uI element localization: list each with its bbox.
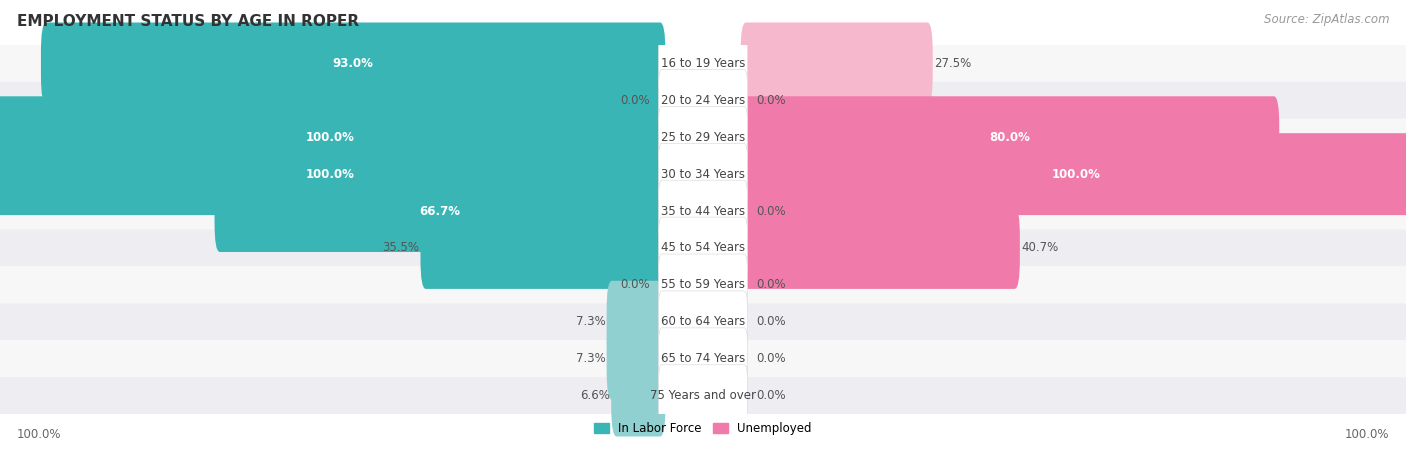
FancyBboxPatch shape <box>612 355 665 436</box>
FancyBboxPatch shape <box>0 156 1406 193</box>
FancyBboxPatch shape <box>0 96 665 178</box>
Text: 0.0%: 0.0% <box>756 315 786 328</box>
Text: 0.0%: 0.0% <box>756 94 786 107</box>
Text: 100.0%: 100.0% <box>305 168 354 180</box>
Text: 16 to 19 Years: 16 to 19 Years <box>661 57 745 70</box>
Text: 0.0%: 0.0% <box>620 279 650 291</box>
Text: 25 to 29 Years: 25 to 29 Years <box>661 131 745 144</box>
Text: 30 to 34 Years: 30 to 34 Years <box>661 168 745 180</box>
Text: 66.7%: 66.7% <box>419 205 460 217</box>
FancyBboxPatch shape <box>658 144 748 205</box>
Text: 27.5%: 27.5% <box>934 57 972 70</box>
FancyBboxPatch shape <box>0 82 1406 119</box>
FancyBboxPatch shape <box>41 22 665 104</box>
Text: 35 to 44 Years: 35 to 44 Years <box>661 205 745 217</box>
FancyBboxPatch shape <box>658 70 748 131</box>
Text: 100.0%: 100.0% <box>17 428 62 441</box>
Text: 100.0%: 100.0% <box>1052 168 1101 180</box>
FancyBboxPatch shape <box>741 22 932 104</box>
Text: EMPLOYMENT STATUS BY AGE IN ROPER: EMPLOYMENT STATUS BY AGE IN ROPER <box>17 14 359 28</box>
FancyBboxPatch shape <box>658 291 748 352</box>
Text: 0.0%: 0.0% <box>756 205 786 217</box>
Text: 0.0%: 0.0% <box>756 279 786 291</box>
FancyBboxPatch shape <box>658 217 748 279</box>
Text: 20 to 24 Years: 20 to 24 Years <box>661 94 745 107</box>
Text: 35.5%: 35.5% <box>382 242 419 254</box>
Text: 6.6%: 6.6% <box>581 389 610 402</box>
Legend: In Labor Force, Unemployed: In Labor Force, Unemployed <box>589 417 817 440</box>
FancyBboxPatch shape <box>658 254 748 315</box>
Text: Source: ZipAtlas.com: Source: ZipAtlas.com <box>1264 14 1389 27</box>
Text: 0.0%: 0.0% <box>756 389 786 402</box>
FancyBboxPatch shape <box>606 281 665 363</box>
FancyBboxPatch shape <box>0 119 1406 156</box>
Text: 60 to 64 Years: 60 to 64 Years <box>661 315 745 328</box>
FancyBboxPatch shape <box>741 96 1279 178</box>
FancyBboxPatch shape <box>606 318 665 400</box>
Text: 0.0%: 0.0% <box>756 352 786 365</box>
Text: 100.0%: 100.0% <box>305 131 354 144</box>
FancyBboxPatch shape <box>0 133 665 215</box>
FancyBboxPatch shape <box>658 365 748 426</box>
Text: 100.0%: 100.0% <box>1344 428 1389 441</box>
Text: 65 to 74 Years: 65 to 74 Years <box>661 352 745 365</box>
Text: 55 to 59 Years: 55 to 59 Years <box>661 279 745 291</box>
FancyBboxPatch shape <box>215 170 665 252</box>
Text: 0.0%: 0.0% <box>620 94 650 107</box>
FancyBboxPatch shape <box>0 193 1406 230</box>
Text: 93.0%: 93.0% <box>333 57 374 70</box>
Text: 45 to 54 Years: 45 to 54 Years <box>661 242 745 254</box>
Text: 75 Years and over: 75 Years and over <box>650 389 756 402</box>
FancyBboxPatch shape <box>0 303 1406 340</box>
FancyBboxPatch shape <box>0 45 1406 82</box>
FancyBboxPatch shape <box>0 377 1406 414</box>
Text: 80.0%: 80.0% <box>990 131 1031 144</box>
FancyBboxPatch shape <box>420 207 665 289</box>
Text: 7.3%: 7.3% <box>575 352 606 365</box>
FancyBboxPatch shape <box>658 33 748 94</box>
FancyBboxPatch shape <box>658 180 748 242</box>
FancyBboxPatch shape <box>658 107 748 168</box>
FancyBboxPatch shape <box>0 266 1406 303</box>
Text: 40.7%: 40.7% <box>1021 242 1059 254</box>
FancyBboxPatch shape <box>0 340 1406 377</box>
FancyBboxPatch shape <box>741 133 1406 215</box>
FancyBboxPatch shape <box>0 230 1406 266</box>
Text: 7.3%: 7.3% <box>575 315 606 328</box>
FancyBboxPatch shape <box>658 328 748 389</box>
FancyBboxPatch shape <box>741 207 1019 289</box>
